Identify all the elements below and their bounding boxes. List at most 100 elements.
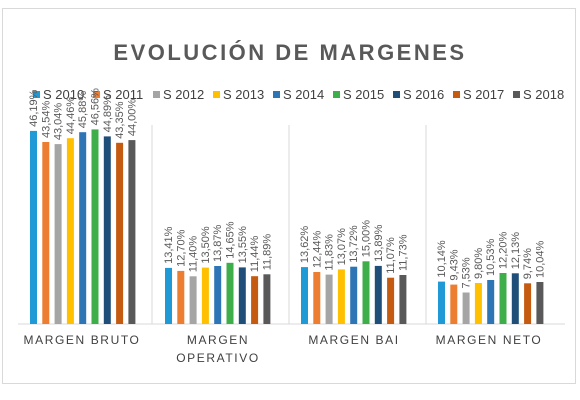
data-label: 13,50% [200,226,212,264]
bar [263,274,271,324]
legend-swatch [453,91,460,98]
data-label: 11,44% [249,235,261,272]
legend-label: S 2018 [523,87,564,102]
data-label: 12,70% [175,229,187,267]
bar [462,292,470,324]
bar [438,281,445,324]
data-label: 9,80% [473,248,485,279]
data-label: 11,40% [188,236,200,273]
bar [325,274,333,324]
data-label: 9,43% [448,249,460,280]
bar [524,283,532,324]
bar [238,267,246,324]
data-label: 11,89% [261,234,273,271]
bar [226,262,234,324]
bar [79,132,87,324]
category-label: MARGEN NETO [436,333,543,347]
legend-swatch [273,91,280,98]
bar [350,266,358,324]
data-label: 43,35% [114,101,126,139]
bar [42,142,50,324]
data-label: 43,04% [53,103,65,141]
data-label: 13,62% [299,226,311,264]
data-label: 11,83% [324,234,336,271]
data-label: 12,44% [311,230,323,268]
data-label: 12,13% [510,232,522,270]
legend-label: S 2014 [283,87,324,102]
category-label: MARGEN [187,333,249,347]
legend: S 2010 S 2011 S 2012 S 2013 S 2014 S 2015 S 20… [33,87,564,102]
data-label: 14,65% [225,221,237,259]
data-label: 15,00% [361,220,373,258]
legend-swatch [153,91,160,98]
data-label: 9,74% [522,248,534,279]
bar [30,130,37,324]
data-label: 46,19% [28,89,40,127]
bar [103,136,111,324]
bar [387,277,395,324]
data-label: 43,54% [40,100,52,138]
data-label: 44,00% [126,99,138,137]
data-label: 45,88% [77,91,89,129]
data-label: 44,46% [65,97,77,135]
chart-title: EVOLUCIÓN DE MARGENES [113,40,466,65]
data-label: 7,53% [461,257,473,288]
legend-label: S 2013 [223,87,264,102]
data-label: 13,41% [163,226,175,264]
data-label: 44,89% [102,95,114,133]
bar [499,273,507,324]
bar [301,267,308,324]
bar [189,276,197,324]
legend-label: S 2011 [103,87,143,102]
data-label: 10,53% [485,238,497,276]
bar [536,282,544,324]
legend-swatch [513,91,520,98]
legend-label: S 2016 [403,87,444,102]
legend-label: S 2010 [43,87,84,102]
legend-swatch [393,91,400,98]
data-label: 46,56% [90,88,102,126]
bar [66,138,74,324]
bar [165,267,172,324]
bar [251,276,259,324]
bar [450,284,458,324]
legend-label: S 2017 [463,87,504,102]
bar [337,269,345,324]
data-label: 11,73% [397,234,409,271]
bar [54,144,62,324]
data-label: 13,89% [373,224,385,262]
data-label: 13,07% [336,228,348,266]
category-label: MARGEN BRUTO [24,333,141,347]
legend-label: S 2012 [163,87,204,102]
data-label: 13,72% [348,225,360,263]
data-label: 12,20% [498,231,510,269]
data-label: 10,04% [534,240,546,278]
bar [374,265,382,324]
bar [116,142,124,324]
bar [511,273,519,324]
bar [474,283,482,324]
legend-swatch [213,91,220,98]
legend-swatch [33,91,40,98]
x-axis-labels: MARGEN BRUTO MARGEN OPERATIVO MARGEN BAI MAR… [24,333,543,365]
data-label: 10,14% [436,240,448,278]
data-label: 11,07% [385,237,397,274]
bar [313,272,321,324]
bar [177,270,185,324]
legend-label: S 2015 [343,87,384,102]
bar [201,267,209,324]
bar [362,261,370,324]
category-label: MARGEN BAI [308,333,399,347]
data-label: 13,87% [212,224,224,262]
legend-swatch [93,91,100,98]
bar [91,129,99,324]
category-label: OPERATIVO [176,351,260,365]
bar [487,280,495,324]
data-label: 13,55% [237,226,249,264]
plot-area: 46,19% 43,54% 43,04% 44,46% 45,88% 46,56% 44,8… [18,88,565,325]
bar [399,275,407,324]
bar [214,266,222,324]
bar [128,140,136,324]
legend-swatch [333,91,340,98]
